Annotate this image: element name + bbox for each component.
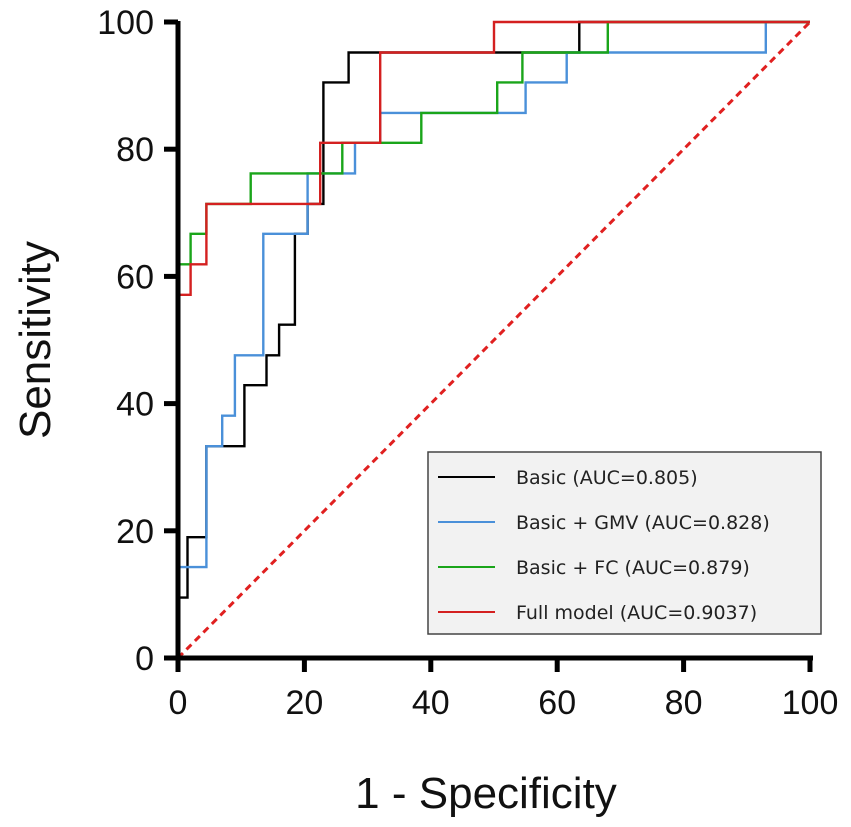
x-tick-label: 0 [169, 684, 188, 722]
series-line-3 [176, 20, 810, 658]
legend-label-1: Basic (AUC=0.805) [516, 467, 698, 489]
series-line-4 [176, 20, 810, 658]
axes-layer [175, 21, 813, 661]
reference-diagonal-line [176, 20, 812, 660]
y-tick-label: 80 [116, 131, 154, 169]
legend: Basic (AUC=0.805) Basic + GMV (AUC=0.828)… [427, 451, 822, 635]
legend-label-3: Basic + FC (AUC=0.879) [516, 557, 750, 579]
series-layer [176, 20, 810, 658]
y-tick-label: 0 [135, 640, 154, 678]
x-tick-label: 20 [285, 684, 323, 722]
reference-layer [176, 20, 812, 660]
x-tick-label: 80 [665, 684, 703, 722]
x-tick-label: 60 [538, 684, 576, 722]
x-axis-title: 1 - Specificity [355, 769, 617, 818]
x-tick-label: 100 [782, 684, 839, 722]
legend-label-2: Basic + GMV (AUC=0.828) [516, 512, 770, 534]
y-tick-label: 20 [116, 513, 154, 551]
legend-label-4: Full model (AUC=0.9037) [516, 602, 757, 624]
y-tick-label: 40 [116, 386, 154, 424]
y-tick-label: 100 [97, 4, 154, 42]
y-axis-title: Sensitivity [11, 241, 60, 439]
legend-box [427, 451, 822, 635]
tick-layer: 0 20 40 60 80 100 0 20 40 60 80 100 [97, 4, 838, 722]
x-tick-label: 40 [412, 684, 450, 722]
y-tick-label: 60 [116, 258, 154, 296]
